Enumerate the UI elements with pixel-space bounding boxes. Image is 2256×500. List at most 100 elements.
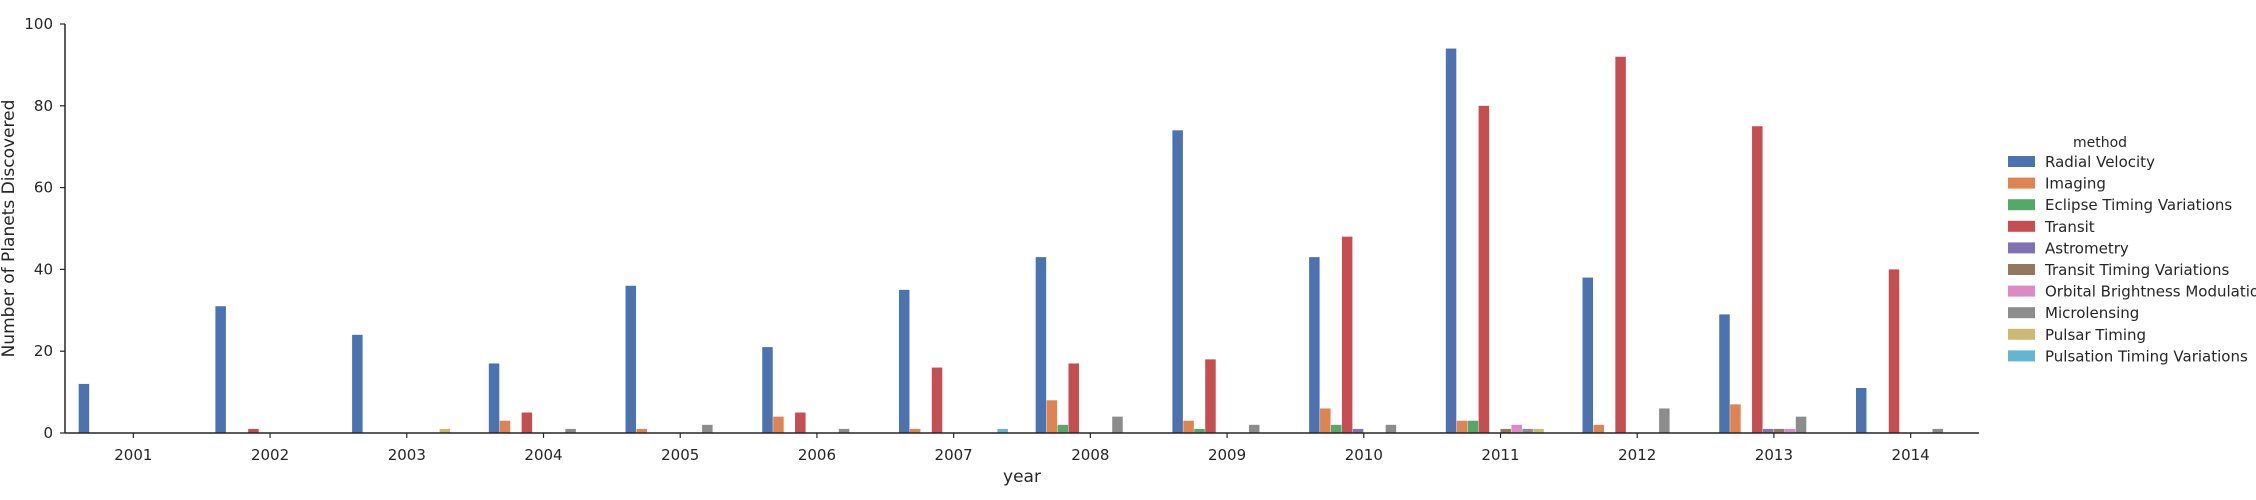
bar [1719, 314, 1730, 433]
x-ticks: 2001 2002 2003 2004 2005 2006 2007 2008 2009 2010… [114, 433, 1930, 464]
x-tick-label: 2007 [935, 446, 973, 464]
bar [78, 383, 90, 433]
x-tick-label: 2006 [798, 446, 836, 464]
legend-swatch [2008, 307, 2035, 319]
y-tick-label: 80 [34, 97, 53, 115]
bar [1467, 420, 1479, 433]
bar [565, 428, 576, 433]
bar [488, 363, 500, 433]
x-tick-label: 2004 [524, 446, 562, 464]
bar [931, 367, 943, 433]
legend-label: Transit [2044, 218, 2095, 236]
legend-label: Transit Timing Variations [2044, 261, 2229, 279]
x-tick-label: 2005 [661, 446, 699, 464]
bar [1194, 428, 1205, 433]
x-tick-label: 2002 [251, 446, 289, 464]
bar [1341, 236, 1353, 433]
bar [1730, 404, 1741, 433]
bar [1659, 408, 1670, 433]
bar [1456, 420, 1468, 433]
legend-label: Microlensing [2045, 304, 2139, 322]
bar [1248, 424, 1260, 433]
bar [1888, 269, 1900, 433]
bar [1330, 424, 1342, 433]
bar [215, 306, 226, 433]
x-tick-label: 2001 [114, 446, 152, 464]
bar [1582, 277, 1594, 433]
legend-label: Astrometry [2045, 239, 2129, 257]
bar [1352, 428, 1364, 433]
bar [1046, 400, 1058, 433]
legend-label: Imaging [2045, 175, 2106, 193]
bar [898, 289, 910, 433]
bar [702, 424, 713, 433]
bars [78, 48, 1944, 434]
bar [1533, 428, 1544, 433]
bar [1773, 428, 1785, 433]
x-tick-label: 2014 [1892, 446, 1930, 464]
legend-items: Radial Velocity Imaging Eclipse Timing Var… [2008, 153, 2256, 365]
legend-swatch [2008, 177, 2035, 189]
x-tick-label: 2010 [1345, 446, 1383, 464]
bar [1057, 424, 1069, 433]
y-tick-label: 100 [24, 15, 53, 33]
bar [773, 416, 784, 433]
legend-swatch [2008, 264, 2035, 275]
legend-swatch [2008, 285, 2035, 297]
x-tick-label: 2012 [1618, 446, 1656, 464]
bar [439, 428, 451, 433]
bar [1068, 363, 1079, 433]
bar [521, 412, 533, 433]
bar [909, 428, 921, 433]
bar [1478, 105, 1490, 434]
bar [795, 412, 806, 433]
bar [1762, 428, 1774, 433]
legend-swatch [2008, 220, 2035, 232]
bar [1183, 420, 1194, 433]
y-tick-label: 40 [34, 260, 53, 278]
bar [1752, 126, 1763, 433]
x-tick-label: 2008 [1071, 446, 1109, 464]
bar [997, 428, 1008, 433]
bar [1615, 56, 1626, 433]
bar [499, 420, 511, 433]
legend-title: method [2073, 135, 2127, 151]
bar [1522, 428, 1533, 433]
bar [636, 428, 647, 433]
legend-label: Orbital Brightness Modulation [2045, 283, 2256, 301]
legend-label: Radial Velocity [2045, 153, 2155, 171]
legend-swatch [2008, 156, 2035, 167]
legend-label: Pulsation Timing Variations [2045, 347, 2248, 365]
bar [1320, 408, 1331, 433]
x-tick-label: 2009 [1208, 446, 1246, 464]
legend-swatch [2008, 199, 2035, 211]
x-tick-label: 2011 [1481, 446, 1519, 464]
bar [1500, 428, 1511, 433]
bar [762, 347, 773, 433]
bar [248, 428, 259, 433]
bar [838, 428, 850, 433]
legend-label: Pulsar Timing [2045, 326, 2146, 344]
x-tick-label: 2013 [1755, 446, 1793, 464]
legend-swatch [2008, 242, 2035, 254]
legend: method Radial Velocity Imaging Eclipse Tim… [2008, 135, 2256, 365]
bar [1035, 257, 1047, 433]
x-tick-label: 2003 [388, 446, 426, 464]
y-tick-label: 0 [43, 424, 53, 442]
bar [1784, 428, 1796, 433]
bar [1112, 416, 1123, 433]
x-axis-label: year [1003, 467, 1041, 487]
bar [1511, 424, 1522, 433]
legend-label: Eclipse Timing Variations [2045, 196, 2232, 214]
bar [1445, 48, 1457, 433]
legend-swatch [2008, 350, 2035, 362]
bar [1385, 424, 1397, 433]
bar [1593, 424, 1604, 433]
bar [1855, 388, 1867, 433]
bar [1172, 130, 1183, 433]
legend-swatch [2008, 328, 2035, 340]
bar [625, 285, 637, 433]
y-axis-label: Number of Planets Discovered [0, 100, 19, 358]
